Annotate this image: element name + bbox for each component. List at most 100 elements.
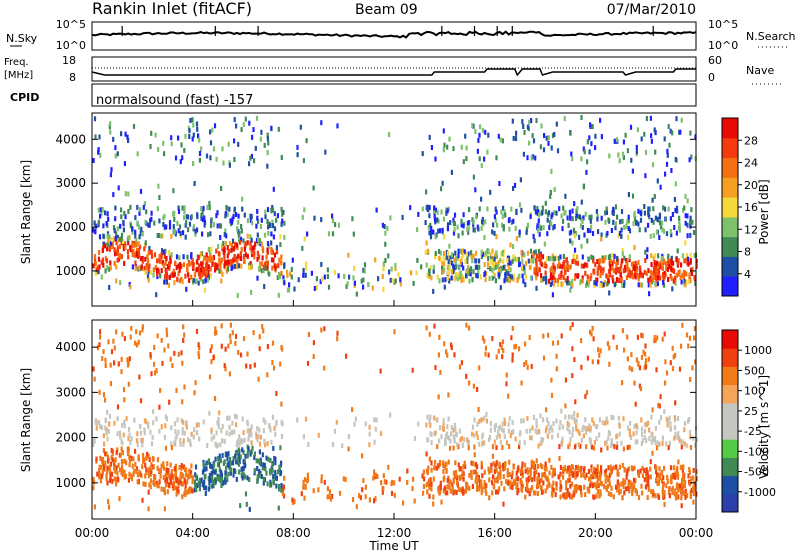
- cell-712: [195, 227, 199, 233]
- cell-1646: [178, 479, 181, 485]
- cell-1947: [92, 476, 95, 482]
- cell-430: [480, 254, 483, 259]
- cell-381: [114, 153, 117, 159]
- cell-1424: [622, 139, 625, 145]
- cell-868: [623, 347, 626, 353]
- cell-1724: [548, 426, 551, 432]
- cell-1193: [590, 331, 593, 337]
- cell-1920: [224, 451, 228, 457]
- cell-306: [622, 154, 625, 160]
- cell-1145: [547, 140, 550, 146]
- cell-1125: [564, 414, 567, 420]
- cell-994: [141, 258, 144, 264]
- cell-1079: [115, 477, 118, 483]
- cell-1565: [587, 488, 590, 494]
- cell-1845: [676, 434, 680, 440]
- cell-368: [125, 416, 128, 422]
- cell-1737: [442, 426, 445, 432]
- cell-372: [547, 256, 550, 261]
- cell-1406: [527, 476, 530, 482]
- cell-2036: [455, 471, 458, 477]
- cell-1806: [262, 268, 265, 274]
- cell-967: [438, 334, 441, 340]
- cell-395: [449, 479, 452, 485]
- cell-426: [207, 232, 210, 238]
- cell-1046: [342, 476, 345, 482]
- cell-152: [472, 227, 475, 233]
- noise-right-tick-bottom: 10^0: [708, 39, 738, 52]
- cell-2080: [475, 250, 478, 256]
- cell-1127: [666, 148, 669, 154]
- cell-490: [649, 269, 652, 275]
- cell-455: [277, 126, 280, 132]
- cell-326: [243, 459, 246, 465]
- cell-1380: [569, 213, 572, 218]
- cell-610: [567, 444, 570, 450]
- cell-1924: [278, 257, 281, 263]
- colorbar-label-3: 25: [744, 405, 758, 418]
- cell-2101: [128, 471, 131, 477]
- cell-904: [509, 242, 512, 248]
- cell-1825: [145, 264, 148, 270]
- cell-1060: [428, 456, 431, 462]
- cell-1292: [530, 118, 533, 124]
- cell-265: [643, 428, 646, 434]
- cell-1879: [532, 461, 535, 467]
- cell-528: [106, 454, 109, 460]
- cell-1682: [589, 122, 592, 128]
- cell-915: [152, 272, 155, 278]
- cell-990: [113, 360, 116, 366]
- cell-504: [138, 244, 141, 250]
- cell-1601: [536, 479, 539, 485]
- cell-1671: [485, 418, 488, 424]
- cell-338: [360, 278, 363, 284]
- cell-1085: [620, 227, 623, 233]
- cell-1881: [490, 251, 493, 257]
- cell-767: [268, 271, 271, 277]
- cell-2114: [104, 417, 107, 423]
- cell-362: [432, 268, 435, 274]
- cell-1100: [164, 261, 167, 266]
- cell-999: [250, 440, 253, 446]
- cell-768: [595, 209, 598, 214]
- cell-1275: [116, 476, 120, 482]
- cell-1259: [234, 340, 237, 346]
- cell-835: [658, 212, 661, 218]
- cell-1918: [479, 124, 482, 130]
- cell-1720: [320, 478, 323, 484]
- cell-1175: [689, 130, 692, 136]
- cell-1423: [541, 472, 544, 478]
- cell-214: [596, 277, 599, 283]
- cell-878: [484, 488, 487, 494]
- cell-531: [695, 437, 698, 443]
- cell-764: [266, 260, 269, 266]
- cell-2036: [587, 279, 590, 285]
- cell-1501: [458, 475, 461, 480]
- cell-2125: [552, 281, 555, 287]
- colorbar-label-5: -100: [744, 445, 769, 458]
- cell-85: [230, 243, 233, 249]
- cell-246: [214, 326, 217, 332]
- cell-435: [306, 360, 310, 366]
- cell-1360: [538, 479, 541, 485]
- cell-1170: [637, 360, 640, 366]
- cell-1921: [674, 488, 677, 494]
- cell-524: [115, 278, 118, 284]
- cell-1852: [96, 471, 99, 477]
- cell-1202: [241, 475, 244, 481]
- cell-1187: [483, 235, 486, 240]
- cell-1453: [326, 274, 329, 279]
- cell-1273: [684, 494, 687, 500]
- cell-782: [456, 224, 459, 230]
- cell-939: [631, 193, 635, 199]
- cell-309: [102, 223, 105, 229]
- cell-813: [421, 206, 424, 212]
- cell-2032: [120, 214, 123, 220]
- cell-697: [471, 484, 474, 489]
- cell-1190: [184, 420, 187, 426]
- cell-392: [584, 417, 587, 423]
- cell-1812: [234, 453, 237, 459]
- cell-906: [491, 248, 494, 254]
- cell-1082: [602, 282, 605, 288]
- cell-545: [477, 407, 480, 412]
